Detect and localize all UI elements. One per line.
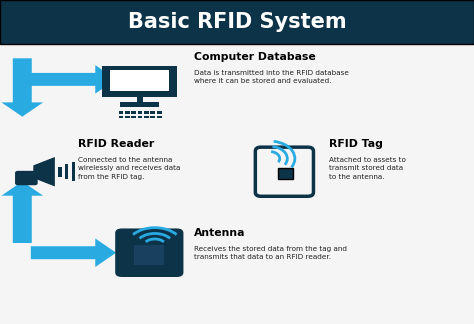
- Polygon shape: [31, 65, 116, 94]
- Bar: [137, 116, 142, 118]
- FancyBboxPatch shape: [15, 171, 37, 185]
- Text: Attached to assets to
transmit stored data
to the antenna.: Attached to assets to transmit stored da…: [329, 157, 406, 179]
- Bar: [118, 116, 123, 118]
- FancyBboxPatch shape: [102, 66, 177, 97]
- Bar: [58, 167, 62, 177]
- Bar: [118, 111, 123, 114]
- FancyBboxPatch shape: [0, 0, 474, 44]
- Polygon shape: [31, 238, 116, 267]
- Bar: [151, 116, 155, 118]
- Text: Receives the stored data from the tag and
transmits that data to an RFID reader.: Receives the stored data from the tag an…: [194, 246, 347, 260]
- Text: Data is transmitted into the RFID database
where it can be stored and evaluated.: Data is transmitted into the RFID databa…: [194, 70, 349, 84]
- Text: RFID Reader: RFID Reader: [78, 139, 155, 149]
- Bar: [157, 116, 162, 118]
- Text: Antenna: Antenna: [194, 228, 246, 238]
- Text: Connected to the antenna
wirelessly and receives data
from the RFID tag.: Connected to the antenna wirelessly and …: [78, 157, 181, 179]
- Bar: [137, 95, 143, 104]
- Bar: [144, 116, 149, 118]
- Bar: [125, 111, 129, 114]
- FancyBboxPatch shape: [135, 245, 164, 265]
- Bar: [65, 165, 68, 179]
- Polygon shape: [1, 58, 43, 117]
- Bar: [131, 116, 136, 118]
- Text: Computer Database: Computer Database: [194, 52, 316, 62]
- FancyBboxPatch shape: [278, 168, 293, 179]
- FancyBboxPatch shape: [110, 70, 169, 91]
- Bar: [157, 111, 162, 114]
- Bar: [131, 111, 136, 114]
- Bar: [120, 102, 159, 107]
- Bar: [72, 162, 75, 181]
- Text: Basic RFID System: Basic RFID System: [128, 12, 346, 32]
- Polygon shape: [1, 181, 43, 243]
- Bar: [137, 111, 142, 114]
- Bar: [151, 111, 155, 114]
- Bar: [125, 116, 129, 118]
- Bar: [144, 111, 149, 114]
- Polygon shape: [33, 157, 55, 187]
- Text: RFID Tag: RFID Tag: [329, 139, 383, 149]
- FancyBboxPatch shape: [115, 228, 183, 277]
